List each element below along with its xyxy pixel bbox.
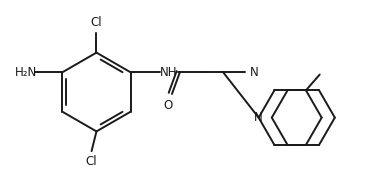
Text: NH: NH: [160, 66, 178, 79]
Text: H₂N: H₂N: [15, 66, 37, 79]
Text: O: O: [163, 99, 173, 112]
Text: N: N: [254, 111, 263, 124]
Text: Cl: Cl: [86, 155, 97, 168]
Text: Cl: Cl: [91, 16, 102, 29]
Text: N: N: [250, 66, 259, 79]
